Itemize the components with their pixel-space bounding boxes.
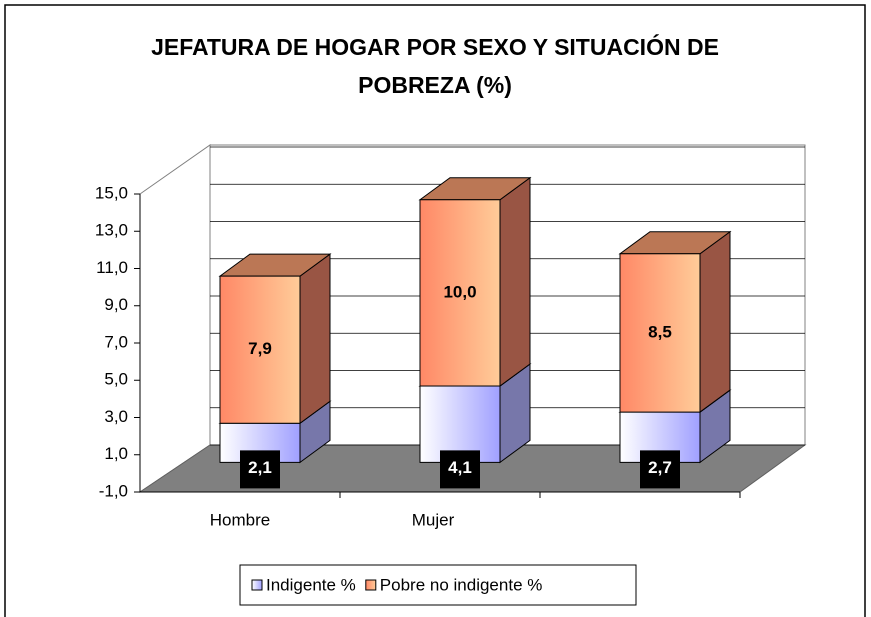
bar-segment bbox=[218, 253, 332, 425]
bar-front bbox=[419, 199, 501, 387]
legend-swatch bbox=[251, 579, 263, 591]
label-box bbox=[440, 450, 480, 489]
x-tick-label: Mujer bbox=[412, 510, 455, 529]
legend bbox=[239, 564, 637, 606]
side-wall bbox=[139, 144, 211, 493]
y-tick-label: 3,0 bbox=[104, 407, 128, 426]
y-tick-label: 9,0 bbox=[104, 295, 128, 314]
y-tick-label: 11,0 bbox=[96, 258, 128, 277]
legend-label: Indigente % bbox=[266, 575, 356, 594]
bar-front bbox=[619, 253, 701, 413]
chart-title: JEFATURA DE HOGAR POR SEXO Y SITUACIÓN D… bbox=[151, 34, 719, 98]
data-label: 2,1 bbox=[248, 458, 272, 477]
bar-side bbox=[299, 253, 331, 425]
y-tick-label: 1,0 bbox=[104, 444, 128, 463]
x-tick-label: Hombre bbox=[210, 510, 270, 529]
data-label: 8,5 bbox=[648, 322, 672, 341]
y-tick-label: 15,0 bbox=[95, 183, 128, 202]
bar-segment bbox=[418, 176, 532, 387]
data-label: 2,7 bbox=[648, 458, 672, 477]
y-tick-label: -1,0 bbox=[99, 481, 128, 500]
bar-segment bbox=[618, 230, 732, 414]
data-label: 7,9 bbox=[248, 339, 272, 358]
bar-side bbox=[499, 176, 531, 387]
data-label: 4,1 bbox=[448, 458, 472, 477]
bar-front bbox=[219, 275, 301, 424]
label-box bbox=[640, 450, 680, 489]
y-tick-label: 13,0 bbox=[95, 221, 128, 240]
data-label: 10,0 bbox=[443, 282, 476, 301]
legend-label: Pobre no indigente % bbox=[380, 575, 543, 594]
frame bbox=[4, 4, 866, 617]
bar-front bbox=[419, 385, 501, 463]
bar-side bbox=[699, 230, 731, 414]
label-box bbox=[240, 450, 280, 489]
legend-swatch bbox=[365, 579, 377, 591]
y-tick-label: 7,0 bbox=[104, 332, 128, 351]
y-tick-label: 5,0 bbox=[104, 370, 128, 389]
